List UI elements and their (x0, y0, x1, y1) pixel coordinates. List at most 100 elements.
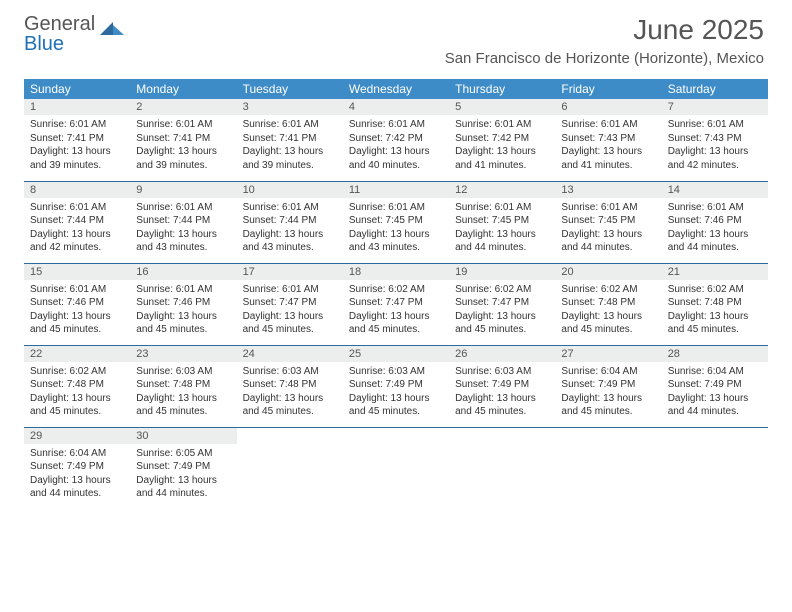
weekday-header: Wednesday (343, 79, 449, 99)
day-number: 4 (343, 99, 449, 115)
calendar-day-cell: 21Sunrise: 6:02 AMSunset: 7:48 PMDayligh… (662, 263, 768, 345)
day-details: Sunrise: 6:04 AMSunset: 7:49 PMDaylight:… (555, 362, 661, 423)
calendar-day-cell: .. (343, 427, 449, 509)
logo-text-line2: Blue (24, 33, 64, 55)
weekday-header-row: Sunday Monday Tuesday Wednesday Thursday… (24, 79, 768, 99)
day-details: Sunrise: 6:01 AMSunset: 7:46 PMDaylight:… (130, 280, 236, 341)
calendar-day-cell: 20Sunrise: 6:02 AMSunset: 7:48 PMDayligh… (555, 263, 661, 345)
day-details: Sunrise: 6:01 AMSunset: 7:44 PMDaylight:… (237, 198, 343, 259)
calendar-day-cell: 10Sunrise: 6:01 AMSunset: 7:44 PMDayligh… (237, 181, 343, 263)
day-number: 16 (130, 264, 236, 280)
day-details: Sunrise: 6:01 AMSunset: 7:45 PMDaylight:… (343, 198, 449, 259)
day-details: Sunrise: 6:04 AMSunset: 7:49 PMDaylight:… (662, 362, 768, 423)
calendar-week-row: 1Sunrise: 6:01 AMSunset: 7:41 PMDaylight… (24, 99, 768, 181)
day-details: Sunrise: 6:05 AMSunset: 7:49 PMDaylight:… (130, 444, 236, 505)
calendar-day-cell: 3Sunrise: 6:01 AMSunset: 7:41 PMDaylight… (237, 99, 343, 181)
calendar-day-cell: 4Sunrise: 6:01 AMSunset: 7:42 PMDaylight… (343, 99, 449, 181)
calendar-day-cell: 5Sunrise: 6:01 AMSunset: 7:42 PMDaylight… (449, 99, 555, 181)
day-number: 3 (237, 99, 343, 115)
day-number: 10 (237, 182, 343, 198)
calendar-day-cell: .. (237, 427, 343, 509)
month-title: June 2025 (445, 14, 764, 46)
calendar-week-row: 22Sunrise: 6:02 AMSunset: 7:48 PMDayligh… (24, 345, 768, 427)
calendar-day-cell: 14Sunrise: 6:01 AMSunset: 7:46 PMDayligh… (662, 181, 768, 263)
calendar-day-cell: 17Sunrise: 6:01 AMSunset: 7:47 PMDayligh… (237, 263, 343, 345)
calendar-day-cell: 25Sunrise: 6:03 AMSunset: 7:49 PMDayligh… (343, 345, 449, 427)
day-number: 26 (449, 346, 555, 362)
calendar-day-cell: 12Sunrise: 6:01 AMSunset: 7:45 PMDayligh… (449, 181, 555, 263)
weekday-header: Thursday (449, 79, 555, 99)
calendar-day-cell: 19Sunrise: 6:02 AMSunset: 7:47 PMDayligh… (449, 263, 555, 345)
day-number: 19 (449, 264, 555, 280)
day-details: Sunrise: 6:01 AMSunset: 7:42 PMDaylight:… (449, 115, 555, 176)
day-details: Sunrise: 6:01 AMSunset: 7:45 PMDaylight:… (555, 198, 661, 259)
day-number: 5 (449, 99, 555, 115)
calendar-table: Sunday Monday Tuesday Wednesday Thursday… (24, 79, 768, 509)
logo: General Blue (24, 14, 125, 54)
weekday-header: Monday (130, 79, 236, 99)
logo-flag-icon (99, 20, 125, 47)
day-number: 24 (237, 346, 343, 362)
day-number: 15 (24, 264, 130, 280)
day-number: 7 (662, 99, 768, 115)
day-details: Sunrise: 6:01 AMSunset: 7:41 PMDaylight:… (237, 115, 343, 176)
day-details: Sunrise: 6:03 AMSunset: 7:49 PMDaylight:… (449, 362, 555, 423)
day-number: 1 (24, 99, 130, 115)
day-number: 9 (130, 182, 236, 198)
title-block: June 2025 San Francisco de Horizonte (Ho… (445, 14, 764, 67)
calendar-day-cell: 8Sunrise: 6:01 AMSunset: 7:44 PMDaylight… (24, 181, 130, 263)
day-number: 6 (555, 99, 661, 115)
calendar-day-cell: 7Sunrise: 6:01 AMSunset: 7:43 PMDaylight… (662, 99, 768, 181)
calendar-day-cell: 22Sunrise: 6:02 AMSunset: 7:48 PMDayligh… (24, 345, 130, 427)
calendar-day-cell: 29Sunrise: 6:04 AMSunset: 7:49 PMDayligh… (24, 427, 130, 509)
day-details: Sunrise: 6:01 AMSunset: 7:45 PMDaylight:… (449, 198, 555, 259)
header: General Blue June 2025 San Francisco de … (0, 0, 792, 71)
calendar-week-row: 29Sunrise: 6:04 AMSunset: 7:49 PMDayligh… (24, 427, 768, 509)
day-number: 29 (24, 428, 130, 444)
day-details: Sunrise: 6:02 AMSunset: 7:47 PMDaylight:… (449, 280, 555, 341)
calendar-day-cell: 15Sunrise: 6:01 AMSunset: 7:46 PMDayligh… (24, 263, 130, 345)
weekday-header: Tuesday (237, 79, 343, 99)
day-number: 2 (130, 99, 236, 115)
day-details: Sunrise: 6:01 AMSunset: 7:43 PMDaylight:… (555, 115, 661, 176)
calendar-day-cell: 13Sunrise: 6:01 AMSunset: 7:45 PMDayligh… (555, 181, 661, 263)
day-details: Sunrise: 6:01 AMSunset: 7:43 PMDaylight:… (662, 115, 768, 176)
location: San Francisco de Horizonte (Horizonte), … (445, 50, 764, 67)
day-details: Sunrise: 6:02 AMSunset: 7:47 PMDaylight:… (343, 280, 449, 341)
day-number: 12 (449, 182, 555, 198)
calendar-day-cell: 30Sunrise: 6:05 AMSunset: 7:49 PMDayligh… (130, 427, 236, 509)
day-details: Sunrise: 6:01 AMSunset: 7:42 PMDaylight:… (343, 115, 449, 176)
day-details: Sunrise: 6:01 AMSunset: 7:46 PMDaylight:… (662, 198, 768, 259)
day-number: 14 (662, 182, 768, 198)
calendar-day-cell: 1Sunrise: 6:01 AMSunset: 7:41 PMDaylight… (24, 99, 130, 181)
day-details: Sunrise: 6:02 AMSunset: 7:48 PMDaylight:… (662, 280, 768, 341)
day-details: Sunrise: 6:02 AMSunset: 7:48 PMDaylight:… (24, 362, 130, 423)
day-details: Sunrise: 6:01 AMSunset: 7:41 PMDaylight:… (130, 115, 236, 176)
calendar-week-row: 8Sunrise: 6:01 AMSunset: 7:44 PMDaylight… (24, 181, 768, 263)
day-details: Sunrise: 6:03 AMSunset: 7:48 PMDaylight:… (237, 362, 343, 423)
day-number: 11 (343, 182, 449, 198)
calendar-day-cell: 28Sunrise: 6:04 AMSunset: 7:49 PMDayligh… (662, 345, 768, 427)
day-number: 18 (343, 264, 449, 280)
day-number: 28 (662, 346, 768, 362)
calendar-day-cell: 6Sunrise: 6:01 AMSunset: 7:43 PMDaylight… (555, 99, 661, 181)
weekday-header: Saturday (662, 79, 768, 99)
day-number: 17 (237, 264, 343, 280)
calendar-day-cell: 24Sunrise: 6:03 AMSunset: 7:48 PMDayligh… (237, 345, 343, 427)
day-details: Sunrise: 6:01 AMSunset: 7:41 PMDaylight:… (24, 115, 130, 176)
calendar-day-cell: 9Sunrise: 6:01 AMSunset: 7:44 PMDaylight… (130, 181, 236, 263)
day-number: 23 (130, 346, 236, 362)
day-number: 25 (343, 346, 449, 362)
day-details: Sunrise: 6:03 AMSunset: 7:49 PMDaylight:… (343, 362, 449, 423)
day-details: Sunrise: 6:01 AMSunset: 7:44 PMDaylight:… (24, 198, 130, 259)
calendar-day-cell: .. (555, 427, 661, 509)
day-number: 27 (555, 346, 661, 362)
day-number: 13 (555, 182, 661, 198)
calendar-day-cell: 11Sunrise: 6:01 AMSunset: 7:45 PMDayligh… (343, 181, 449, 263)
weekday-header: Sunday (24, 79, 130, 99)
day-number: 30 (130, 428, 236, 444)
calendar-day-cell: 27Sunrise: 6:04 AMSunset: 7:49 PMDayligh… (555, 345, 661, 427)
day-details: Sunrise: 6:01 AMSunset: 7:47 PMDaylight:… (237, 280, 343, 341)
calendar-day-cell: .. (449, 427, 555, 509)
day-details: Sunrise: 6:03 AMSunset: 7:48 PMDaylight:… (130, 362, 236, 423)
